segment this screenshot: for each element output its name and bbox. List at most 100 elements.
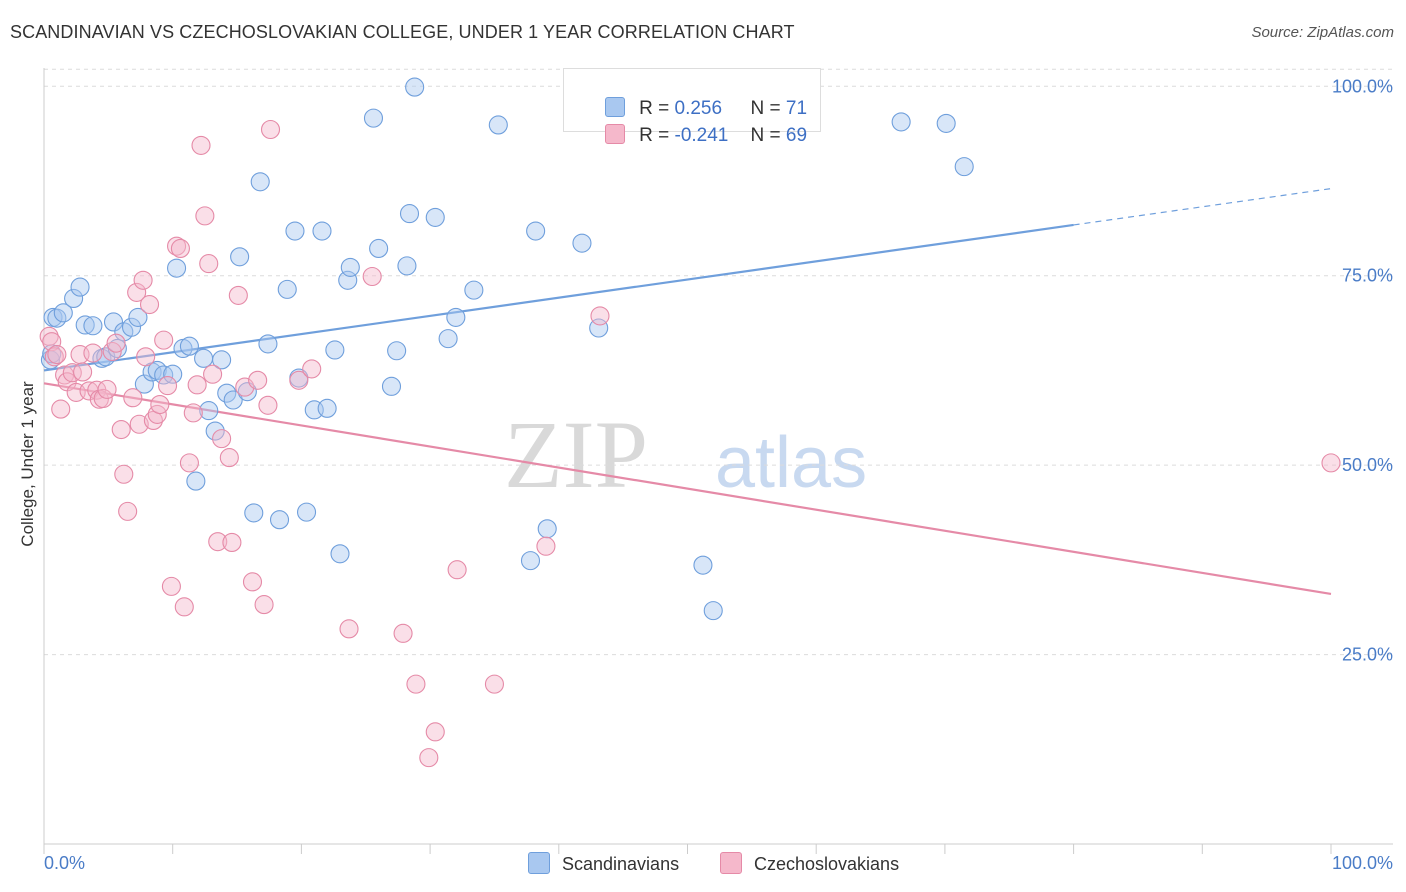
legend-n-value: 71 <box>785 98 808 119</box>
data-point <box>127 282 147 302</box>
data-point <box>97 379 117 399</box>
data-point <box>158 376 178 396</box>
data-point <box>488 115 508 135</box>
data-point <box>703 601 723 621</box>
data-point <box>75 315 95 335</box>
data-point <box>289 370 309 390</box>
data-point <box>212 429 232 449</box>
data-point <box>73 362 93 382</box>
data-point <box>296 502 317 522</box>
data-point <box>536 536 556 556</box>
data-point <box>589 318 609 338</box>
data-point <box>223 390 243 410</box>
data-point <box>103 312 124 332</box>
data-point <box>70 277 90 297</box>
data-point <box>242 572 263 592</box>
legend-r-value: 0.256 <box>674 98 723 119</box>
data-point <box>133 270 153 290</box>
legend-r-label: R = <box>639 98 675 119</box>
data-point <box>590 306 610 326</box>
data-point <box>199 401 219 421</box>
trend-line-1 <box>43 382 1332 596</box>
data-point <box>317 398 337 418</box>
data-point <box>325 340 345 360</box>
trend-lines <box>43 188 1332 596</box>
data-point <box>330 544 350 564</box>
bottom-legend-label: Czechoslovakians <box>754 854 900 874</box>
data-point <box>244 503 264 523</box>
y-tick-label: 25.0% <box>1342 645 1393 665</box>
legend-n-label: N = <box>750 125 786 146</box>
data-point <box>62 363 82 383</box>
legend-row-czechoslovakians: R = -0.241 N = 69 <box>584 102 807 146</box>
data-point <box>179 453 199 473</box>
data-point <box>183 403 203 423</box>
legend-swatch-scandinavians <box>605 97 626 117</box>
data-point <box>1321 453 1341 473</box>
data-point <box>254 595 274 615</box>
legend-r-value: -0.241 <box>674 125 729 146</box>
data-point <box>195 206 215 226</box>
data-point <box>419 748 439 768</box>
data-point <box>936 113 956 133</box>
data-point <box>464 280 484 300</box>
gridlines: 25.0% 50.0% 75.0% 100.0% <box>44 68 1393 665</box>
data-point <box>954 157 974 177</box>
data-point <box>205 421 225 441</box>
data-point <box>269 510 290 530</box>
data-point <box>42 332 62 352</box>
data-point <box>438 329 458 349</box>
data-point <box>425 722 445 742</box>
x-tick-max: 100.0% <box>1332 853 1393 873</box>
chart-title: SCANDINAVIAN VS CZECHOSLOVAKIAN COLLEGE,… <box>10 22 795 42</box>
data-point <box>537 519 557 539</box>
bottom-legend-czechoslovakians: Czechoslovakians <box>720 852 899 875</box>
watermark-atlas: atlas <box>715 423 867 503</box>
data-point <box>312 221 332 241</box>
data-point <box>44 347 64 367</box>
data-point <box>397 256 417 276</box>
data-point <box>170 238 190 259</box>
data-point <box>258 395 278 415</box>
data-point <box>208 532 228 552</box>
data-point <box>128 307 148 327</box>
data-point <box>139 294 160 315</box>
data-point <box>277 279 297 299</box>
data-point <box>187 375 207 395</box>
bottom-legend-swatch-czechoslovakians <box>720 852 742 874</box>
bottom-legend-label: Scandinavians <box>562 854 680 874</box>
legend-n-value: 69 <box>785 125 808 146</box>
data-point <box>106 333 126 353</box>
data-point <box>228 285 248 305</box>
data-point <box>150 394 170 415</box>
data-point <box>447 560 467 580</box>
data-point <box>425 207 445 227</box>
data-point <box>369 238 389 259</box>
data-point <box>362 266 382 287</box>
data-point <box>174 597 194 617</box>
data-point <box>222 532 242 552</box>
data-point <box>363 108 384 128</box>
data-point <box>203 364 223 384</box>
data-point <box>134 374 154 394</box>
data-point <box>53 303 73 323</box>
data-point <box>121 317 142 337</box>
data-point <box>387 341 407 361</box>
data-point <box>194 348 214 368</box>
bottom-legend-swatch-scandinavians <box>528 852 550 874</box>
data-point <box>405 77 425 97</box>
y-axis-label: College, Under 1 year <box>18 381 37 547</box>
data-point <box>520 551 541 571</box>
axes <box>43 68 1393 854</box>
source-label: Source: ZipAtlas.com <box>1251 24 1394 41</box>
data-point <box>83 316 103 336</box>
data-point <box>891 112 911 132</box>
data-point <box>179 336 199 356</box>
data-point <box>51 399 71 419</box>
data-point <box>161 576 181 596</box>
data-point <box>230 247 250 267</box>
data-point <box>526 221 546 241</box>
data-point <box>393 623 413 643</box>
data-point <box>250 172 270 192</box>
